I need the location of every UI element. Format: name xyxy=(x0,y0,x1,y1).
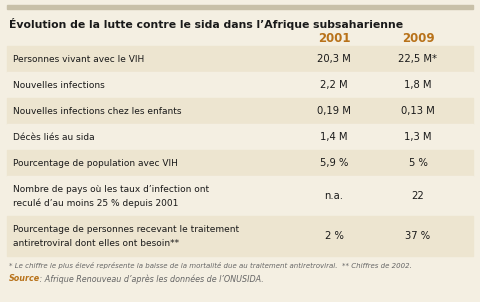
Bar xyxy=(7,124,473,150)
Text: Évolution de la lutte contre le sida dans l’Afrique subsaharienne: Évolution de la lutte contre le sida dan… xyxy=(9,18,403,30)
Text: 2009: 2009 xyxy=(402,32,434,45)
Text: 5,9 %: 5,9 % xyxy=(320,158,348,168)
Bar xyxy=(7,98,473,124)
Text: n.a.: n.a. xyxy=(324,191,344,201)
Text: 2 %: 2 % xyxy=(324,231,343,241)
Text: 0,13 M: 0,13 M xyxy=(401,106,435,116)
Bar xyxy=(7,46,473,72)
Text: 20,3 M: 20,3 M xyxy=(317,54,351,64)
Text: Décès liés au sida: Décès liés au sida xyxy=(13,133,95,142)
Bar xyxy=(7,150,473,176)
Text: 37 %: 37 % xyxy=(406,231,431,241)
Text: Personnes vivant avec le VIH: Personnes vivant avec le VIH xyxy=(13,54,144,63)
Text: * Le chiffre le plus élevé représente la baisse de la mortalité due au traitemen: * Le chiffre le plus élevé représente la… xyxy=(9,262,412,269)
Bar xyxy=(7,72,473,98)
Text: Pourcentage de personnes recevant le traitement: Pourcentage de personnes recevant le tra… xyxy=(13,224,239,233)
Text: Nouvelles infections chez les enfants: Nouvelles infections chez les enfants xyxy=(13,107,181,115)
Text: 2001: 2001 xyxy=(318,32,350,45)
Text: Nouvelles infections: Nouvelles infections xyxy=(13,81,105,89)
Text: : Afrique Renouveau d’après les données de l’ONUSIDA.: : Afrique Renouveau d’après les données … xyxy=(37,274,264,284)
Text: 22: 22 xyxy=(412,191,424,201)
Text: 1,3 M: 1,3 M xyxy=(404,132,432,142)
Text: 1,4 M: 1,4 M xyxy=(320,132,348,142)
Bar xyxy=(7,5,473,9)
Bar xyxy=(7,176,473,216)
Text: 2,2 M: 2,2 M xyxy=(320,80,348,90)
Bar xyxy=(7,216,473,256)
Text: 22,5 M*: 22,5 M* xyxy=(398,54,437,64)
Text: 0,19 M: 0,19 M xyxy=(317,106,351,116)
Text: antiretroviral dont elles ont besoin**: antiretroviral dont elles ont besoin** xyxy=(13,239,179,248)
Text: 5 %: 5 % xyxy=(408,158,427,168)
Text: Nombre de pays où les taux d’infection ont: Nombre de pays où les taux d’infection o… xyxy=(13,185,209,194)
Text: Source: Source xyxy=(9,274,40,283)
Text: 1,8 M: 1,8 M xyxy=(404,80,432,90)
Text: Pourcentage de population avec VIH: Pourcentage de population avec VIH xyxy=(13,159,178,168)
Text: reculé d’au moins 25 % depuis 2001: reculé d’au moins 25 % depuis 2001 xyxy=(13,198,179,208)
